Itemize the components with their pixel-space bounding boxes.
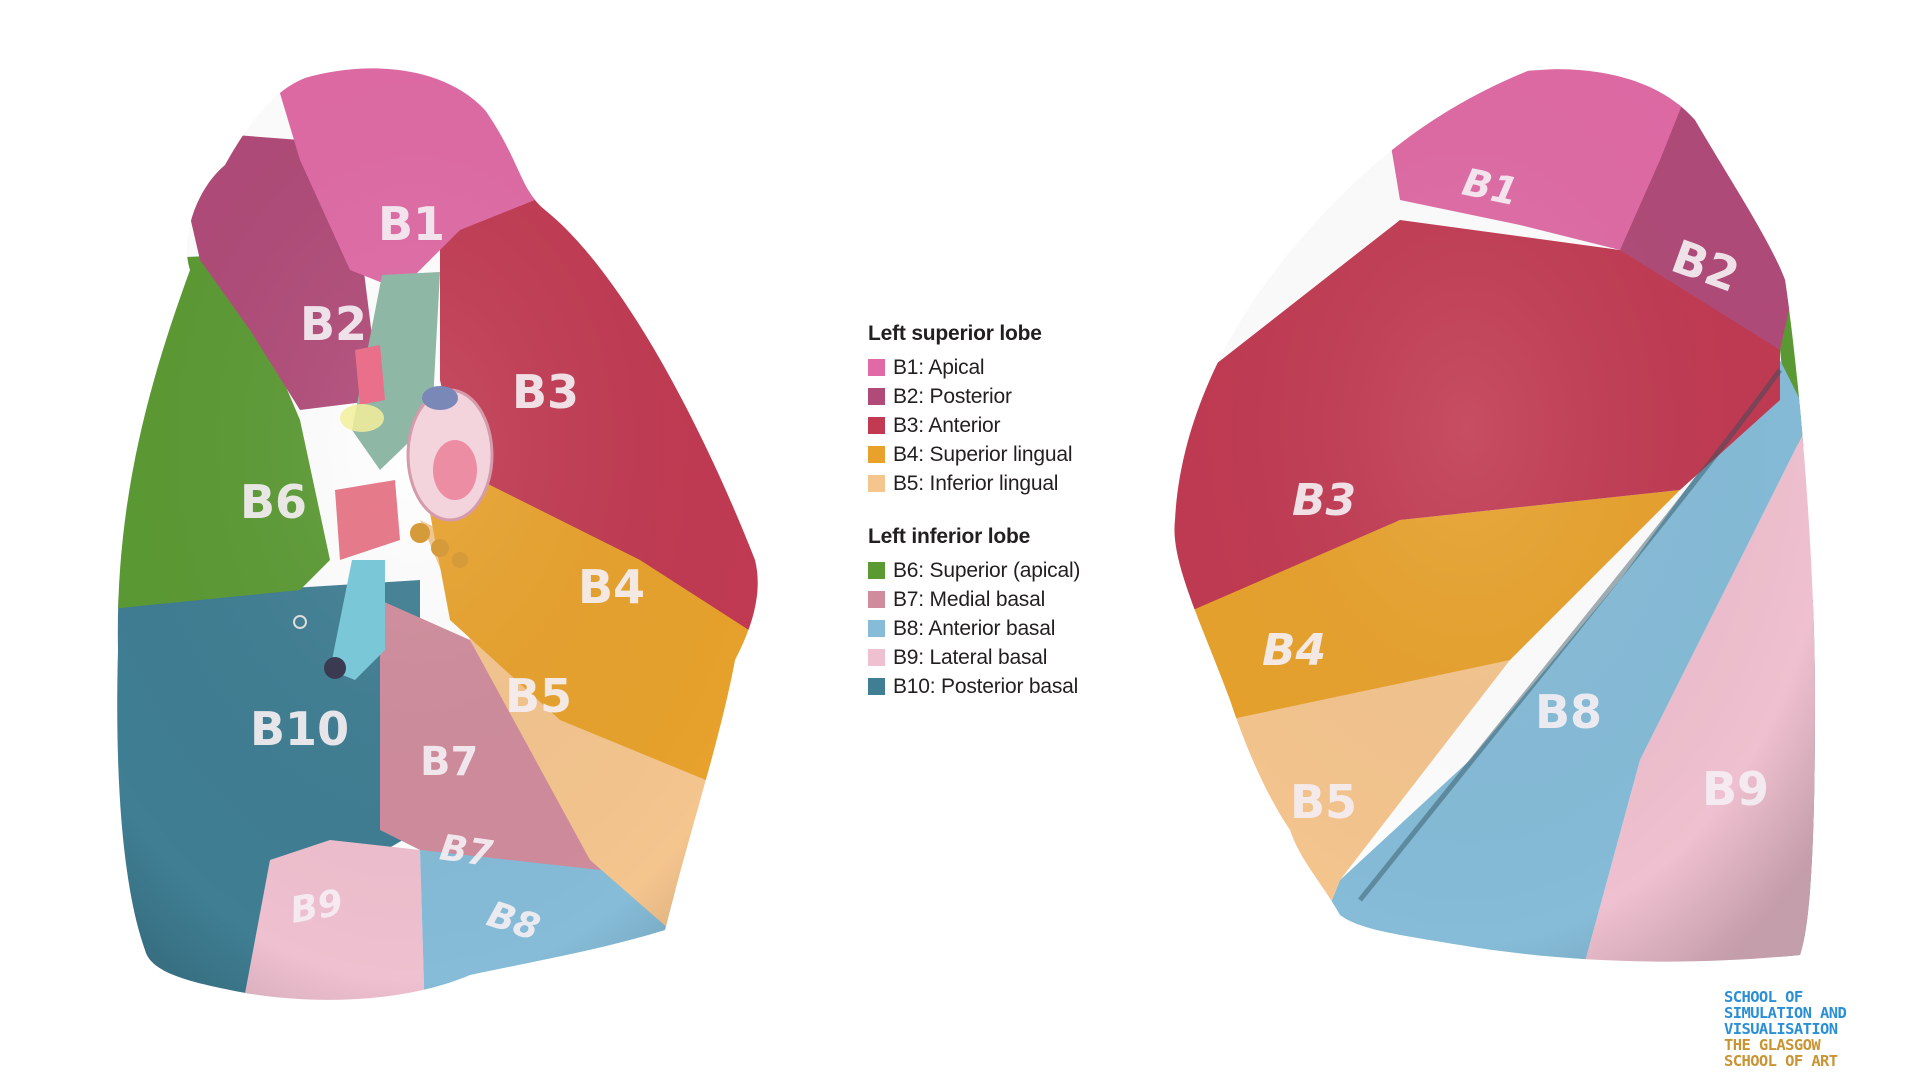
swatch-b3 [868,417,885,434]
legend-item-b8: B8: Anterior basal [868,614,1128,643]
legend-item-b3: B3: Anterior [868,411,1128,440]
swatch-b1 [868,359,885,376]
legend-label-b9: B9: Lateral basal [893,645,1048,669]
legend-item-b4: B4: Superior lingual [868,440,1128,469]
label-b6: B6 [240,475,307,529]
label-b1: B1 [378,197,445,251]
legend-item-b5: B5: Inferior lingual [868,469,1128,498]
legend-label-b8: B8: Anterior basal [893,616,1056,640]
legend-label-b3: B3: Anterior [893,413,1001,437]
medial-view: B1 B2 B3 B4 B5 B6 B7 B7 B8 B9 B10 [117,68,758,1000]
legend: Left superior lobe B1: Apical B2: Poster… [868,322,1128,701]
legend-label-b6: B6: Superior (apical) [893,558,1081,582]
legend-item-b1: B1: Apical [868,353,1128,382]
legend-label-b4: B4: Superior lingual [893,442,1073,466]
oblique-fissure [1358,368,1783,902]
legend-label-b7: B7: Medial basal [893,587,1046,611]
swatch-b7 [868,591,885,608]
legend-label-b5: B5: Inferior lingual [893,471,1059,495]
logo-line-4: THE GLASGOW [1724,1036,1821,1054]
vessel-blue [422,386,458,410]
logo-line-2: SIMULATION AND [1724,1004,1847,1022]
label-b5: B5 [505,669,572,723]
label-b2: B2 [300,297,367,351]
swatch-b9 [868,649,885,666]
logo-line-5: SCHOOL OF ART [1724,1052,1838,1070]
legend-item-b6: B6: Superior (apical) [868,556,1128,585]
label-b7-base: B7 [437,827,495,875]
label-lat-b5: B5 [1290,775,1357,829]
legend-item-b9: B9: Lateral basal [868,643,1128,672]
legend-label-b1: B1: Apical [893,355,985,379]
pulmonary-artery [355,345,385,405]
legend-item-b2: B2: Posterior [868,382,1128,411]
swatch-b4 [868,446,885,463]
bronchus-small [340,404,384,432]
label-lat-b4: B4 [1262,625,1326,676]
lower-vessels [330,560,385,680]
legend-item-b7: B7: Medial basal [868,585,1128,614]
vessel-lumen [433,440,477,500]
label-b4: B4 [578,560,645,614]
legend-heading-inferior: Left inferior lobe [868,525,1031,548]
logo-line-1: SCHOOL OF [1724,988,1803,1006]
school-logo: SCHOOL OF SIMULATION AND VISUALISATION T… [1724,989,1914,1069]
hilum [293,272,494,680]
swatch-b5 [868,475,885,492]
label-b3: B3 [512,365,579,419]
logo-line-3: VISUALISATION [1724,1020,1838,1038]
legend-group-inferior: Left inferior lobe B6: Superior (apical)… [868,525,1128,701]
label-lat-b8: B8 [1535,685,1602,739]
swatch-b2 [868,388,885,405]
lateral-view: B1 B2 B3 B4 B5 B8 B9 [1174,69,1815,962]
label-b10: B10 [250,702,349,756]
label-b7-front: B7 [420,739,478,785]
label-lat-b3: B3 [1292,475,1356,526]
swatch-b6 [868,562,885,579]
swatch-b10 [868,678,885,695]
pulmonary-vein [335,480,400,560]
legend-label-b2: B2: Posterior [893,384,1012,408]
legend-label-b10: B10: Posterior basal [893,674,1079,698]
legend-item-b10: B10: Posterior basal [868,672,1128,701]
legend-heading-superior: Left superior lobe [868,322,1042,345]
legend-group-superior: Left superior lobe B1: Apical B2: Poster… [868,322,1128,498]
label-lat-b9: B9 [1702,762,1769,816]
label-b9: B9 [287,882,346,931]
swatch-b8 [868,620,885,637]
